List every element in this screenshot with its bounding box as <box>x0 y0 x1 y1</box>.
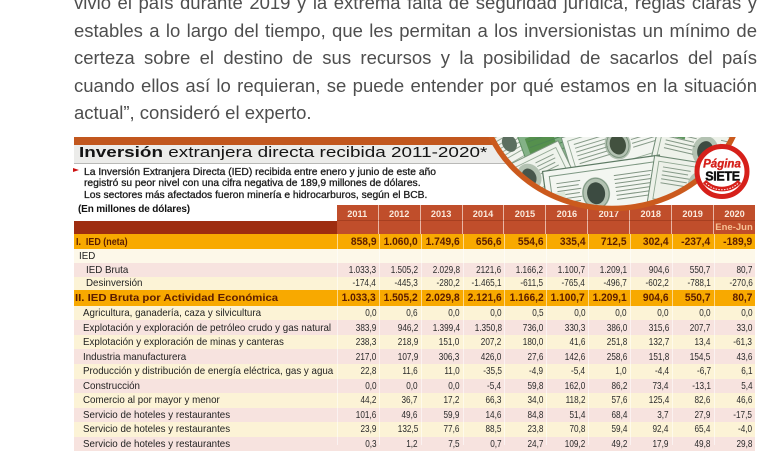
svg-text:Página: Página <box>703 159 741 171</box>
svg-text:SIETE: SIETE <box>705 170 740 184</box>
